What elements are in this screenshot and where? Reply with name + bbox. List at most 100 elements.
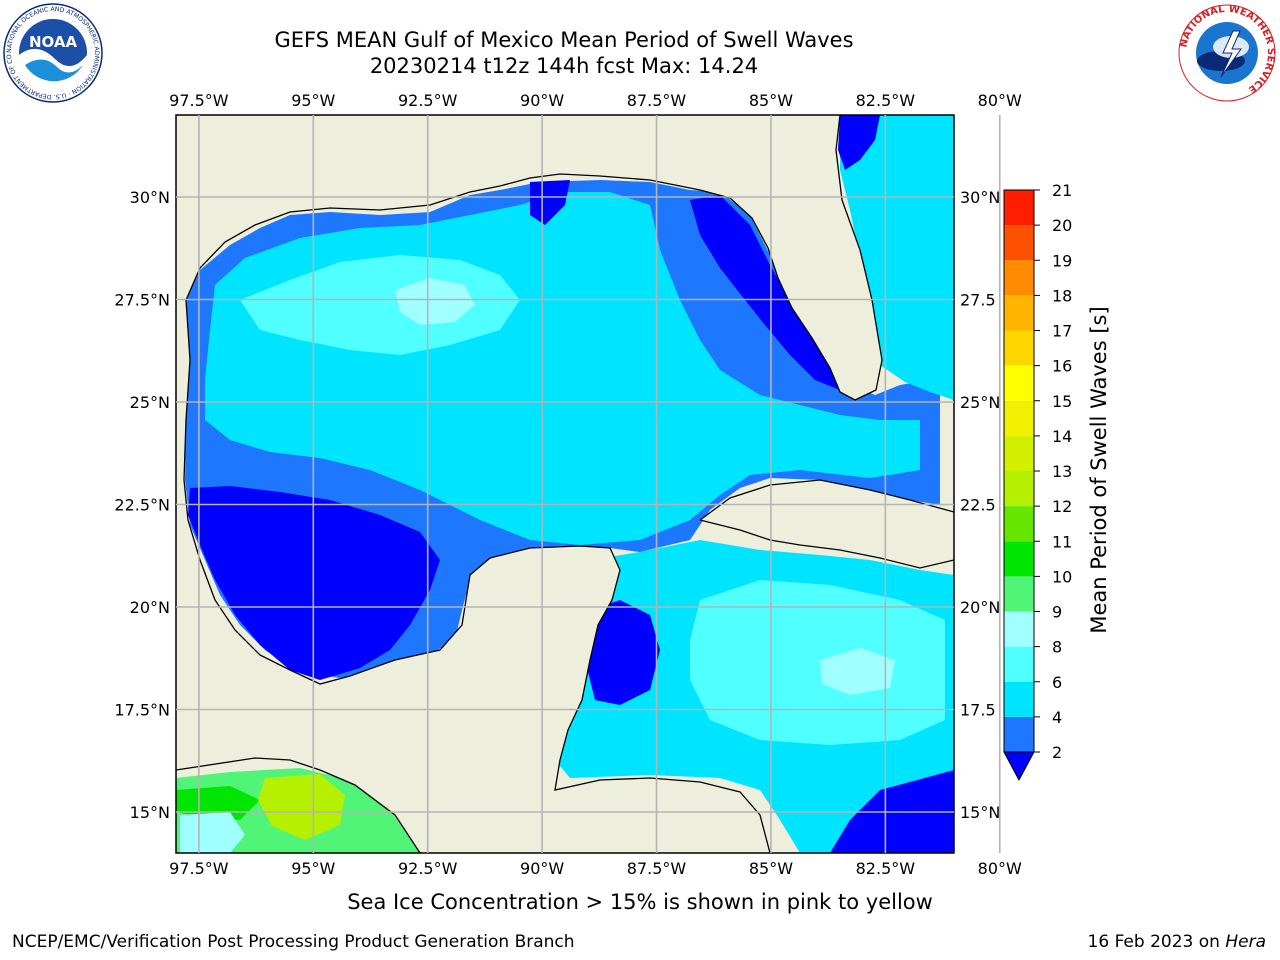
y-tick-label-left: 17.5°N — [114, 701, 170, 720]
caribbean-lightest-region — [820, 648, 895, 695]
y-tick-label-left: 15°N — [130, 803, 170, 822]
yucatan-channel-low-region — [585, 600, 660, 705]
credit-left: NCEP/EMC/Verification Post Processing Pr… — [12, 932, 575, 952]
colorbar: 2 4 6 8 9 10 11 12 13 14 15 16 17 18 19 20 21 — [1003, 181, 1072, 782]
y-tick-label-right: 20°N — [960, 598, 1000, 617]
y-tick-label-left: 22.5°N — [114, 496, 170, 515]
colorbar-segment — [1004, 716, 1034, 752]
colorbar-tick-label: 14 — [1052, 427, 1072, 446]
y-tick-label-right: 27.5 — [960, 291, 996, 310]
colorbar-tick-label: 17 — [1052, 322, 1072, 341]
colorbar-segment — [1004, 611, 1034, 647]
credit-right: 16 Feb 2023 on Hera — [1088, 932, 1266, 952]
yucatan-landmass — [176, 546, 620, 853]
y-tick-label-left: 25°N — [130, 393, 170, 412]
colorbar-tick-label: 15 — [1052, 392, 1072, 411]
y-tick-label-right: 30°N — [960, 188, 1000, 207]
y-tick-label-right: 15°N — [960, 803, 1000, 822]
colorbar-segment — [1004, 681, 1034, 717]
colorbar-segment — [1004, 295, 1034, 331]
credit-host: Hera — [1225, 932, 1266, 952]
gulf-north-low-region — [530, 180, 570, 225]
y-tick-label-left: 30°N — [130, 188, 170, 207]
x-tick-label-top: 87.5°W — [627, 91, 687, 110]
colorbar-tick-label: 20 — [1052, 216, 1072, 235]
colorbar-tick-label: 16 — [1052, 357, 1072, 376]
gulf-light-region — [240, 255, 520, 355]
x-tick-label-bottom: 85°W — [749, 859, 793, 878]
cuba-landmass — [700, 480, 954, 568]
x-tick-label-bottom: 80°W — [978, 859, 1022, 878]
y-tick-label-left: 20°N — [130, 598, 170, 617]
gridlines — [176, 115, 1001, 853]
coastlines — [176, 115, 954, 853]
colorbar-segment — [1004, 365, 1034, 401]
atlantic-swell-region — [840, 115, 954, 400]
colorbar-tick-label: 12 — [1052, 497, 1072, 516]
colorbar-segment — [1004, 506, 1034, 542]
north-gulf-coast-landmass — [176, 115, 680, 310]
colorbar-segment — [1004, 330, 1034, 366]
colorbar-tick-label: 2 — [1052, 743, 1062, 762]
colorbar-tick-label: 13 — [1052, 462, 1072, 481]
x-tick-label-bottom: 87.5°W — [627, 859, 687, 878]
chart-subtitle: 20230214 t12z 144h fcst Max: 14.24 — [369, 54, 759, 78]
gulf-lightest-region — [395, 278, 475, 325]
map-plot — [176, 115, 954, 853]
colorbar-segment — [1004, 400, 1034, 436]
noaa-logo-text: NOAA — [29, 33, 78, 51]
colorbar-tick-label: 4 — [1052, 708, 1062, 727]
colorbar-tick-label: 21 — [1052, 181, 1072, 200]
x-tick-label-top: 85°W — [749, 91, 793, 110]
x-tick-label-top: 80°W — [978, 91, 1022, 110]
map-frame — [175, 114, 955, 854]
x-tick-label-bottom: 97.5°W — [169, 859, 229, 878]
colorbar-tick-label: 9 — [1052, 603, 1062, 622]
x-tick-label-top: 97.5°W — [169, 91, 229, 110]
colorbar-tick-label: 6 — [1052, 673, 1062, 692]
colorbar-segment — [1004, 225, 1034, 261]
atlantic-low-region — [838, 115, 880, 170]
y-tick-label-right: 22.5 — [960, 496, 996, 515]
tick-labels: 97.5°W 97.5°W 95°W 95°W 92.5°W 92.5°W 90°W 90°W… — [114, 91, 1022, 878]
sea-ice-footnote: Sea Ice Concentration > 15% is shown in … — [0, 890, 1280, 914]
colorbar-tick-label: 19 — [1052, 251, 1072, 270]
florida-landmass — [660, 115, 882, 400]
colorbar-tick-label: 11 — [1052, 532, 1072, 551]
colorbar-segment — [1004, 190, 1034, 226]
x-tick-label-bottom: 82.5°W — [856, 859, 916, 878]
y-tick-label-right: 25°N — [960, 393, 1000, 412]
x-tick-label-top: 82.5°W — [856, 91, 916, 110]
colorbar-label: Mean Period of Swell Waves [s] — [1087, 306, 1111, 633]
pacific-light-region — [180, 812, 245, 853]
noaa-logo-icon: NATIONAL OCEANIC AND ATMOSPHERIC ADMINIS… — [3, 3, 103, 103]
colorbar-segment — [1004, 646, 1034, 682]
y-tick-label-right: 17.5 — [960, 701, 996, 720]
caribbean-light-region — [690, 580, 945, 745]
colorbar-segment — [1004, 576, 1034, 612]
x-tick-label-top: 92.5°W — [398, 91, 458, 110]
x-tick-label-bottom: 95°W — [291, 859, 335, 878]
florida-shelf-low-region — [690, 195, 840, 390]
colorbar-extend-min — [1003, 751, 1035, 782]
colorbar-tick-label: 10 — [1052, 567, 1072, 586]
colorbar-segment — [1004, 435, 1034, 471]
colorbar-segment — [1004, 471, 1034, 507]
colorbar-tick-label: 18 — [1052, 286, 1072, 305]
sea-ice-footnote-text: Sea Ice Concentration > 15% is shown in … — [347, 890, 933, 914]
colorbar-segment — [1004, 541, 1034, 577]
central-america-landmass — [470, 778, 770, 853]
x-tick-label-top: 95°W — [291, 91, 335, 110]
y-tick-label-left: 27.5°N — [114, 291, 170, 310]
x-tick-label-bottom: 90°W — [520, 859, 564, 878]
x-tick-label-top: 90°W — [520, 91, 564, 110]
pacific-high-region — [258, 774, 345, 840]
mexico-east-coast-landmass — [176, 300, 235, 640]
x-tick-label-bottom: 92.5°W — [398, 859, 458, 878]
colorbar-tick-label: 8 — [1052, 638, 1062, 657]
credit-date: 16 Feb 2023 on — [1087, 932, 1226, 952]
colorbar-segment — [1004, 260, 1034, 296]
chart-title: GEFS MEAN Gulf of Mexico Mean Period of … — [274, 28, 854, 52]
nws-logo-icon: NATIONAL WEATHER SERVICE — [1178, 4, 1276, 102]
